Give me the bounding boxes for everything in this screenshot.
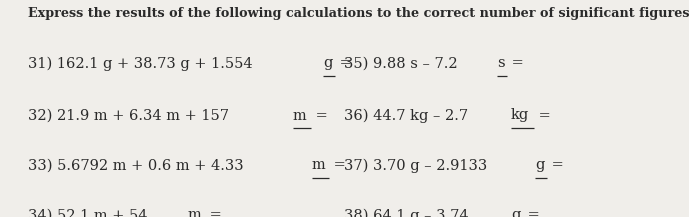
- Text: m: m: [293, 108, 307, 123]
- Text: =: =: [524, 208, 540, 217]
- Text: 33) 5.6792 m + 0.6 m + 4.33: 33) 5.6792 m + 0.6 m + 4.33: [28, 158, 248, 173]
- Text: =: =: [507, 56, 524, 71]
- Text: 36) 44.7 kg – 2.7: 36) 44.7 kg – 2.7: [344, 108, 473, 123]
- Text: m: m: [187, 208, 201, 217]
- Text: 31) 162.1 g + 38.73 g + 1.554: 31) 162.1 g + 38.73 g + 1.554: [28, 56, 257, 71]
- Text: =: =: [336, 56, 352, 71]
- Text: =: =: [329, 158, 347, 173]
- Text: 34) 52.1 m + 54: 34) 52.1 m + 54: [28, 208, 152, 217]
- Text: g: g: [535, 158, 545, 173]
- Text: 32) 21.9 m + 6.34 m + 157: 32) 21.9 m + 6.34 m + 157: [28, 108, 233, 123]
- Text: 38) 64.1 g – 3.74: 38) 64.1 g – 3.74: [344, 208, 474, 217]
- Text: Express the results of the following calculations to the correct number of signi: Express the results of the following cal…: [28, 7, 689, 20]
- Text: kg: kg: [511, 108, 529, 123]
- Text: =: =: [534, 108, 551, 123]
- Text: 37) 3.70 g – 2.9133: 37) 3.70 g – 2.9133: [344, 158, 493, 173]
- Text: s: s: [497, 56, 505, 71]
- Text: =: =: [311, 108, 327, 123]
- Text: =: =: [205, 208, 223, 217]
- Text: g: g: [511, 208, 521, 217]
- Text: g: g: [323, 56, 333, 71]
- Text: =: =: [547, 158, 564, 173]
- Text: m: m: [311, 158, 325, 173]
- Text: 35) 9.88 s – 7.2: 35) 9.88 s – 7.2: [344, 56, 463, 71]
